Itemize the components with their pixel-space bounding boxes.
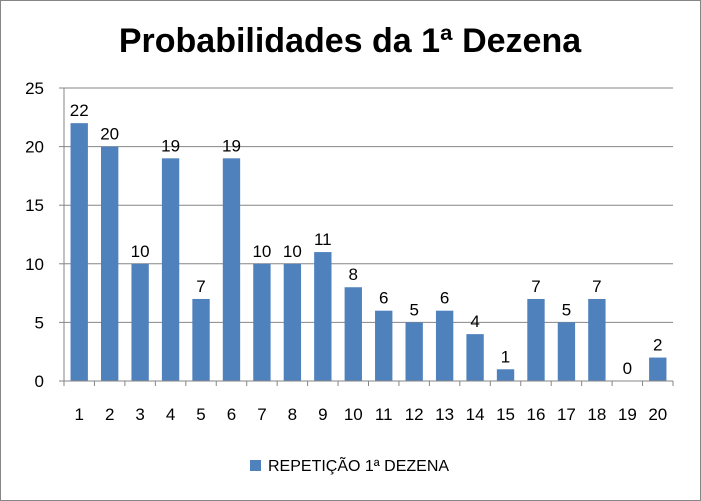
- data-label-16: 7: [531, 277, 540, 296]
- x-tick-label-17: 17: [557, 405, 576, 424]
- data-label-15: 1: [501, 347, 510, 366]
- data-label-20: 2: [653, 336, 662, 355]
- data-label-19: 0: [623, 359, 632, 378]
- data-label-7: 10: [252, 242, 271, 261]
- data-label-4: 19: [161, 136, 180, 155]
- data-label-14: 4: [470, 312, 479, 331]
- x-tick-label-13: 13: [435, 405, 454, 424]
- x-tick-label-11: 11: [375, 405, 393, 424]
- data-label-10: 8: [349, 265, 358, 284]
- data-label-2: 20: [100, 125, 119, 144]
- data-label-1: 22: [70, 101, 89, 120]
- y-tick-label: 0: [35, 372, 44, 391]
- x-tick-label-1: 1: [74, 405, 83, 424]
- bar-10: [344, 287, 362, 381]
- bar-7: [253, 263, 271, 381]
- bar-18: [588, 298, 606, 381]
- bar-8: [283, 263, 302, 381]
- x-tick-label-9: 9: [318, 405, 327, 424]
- x-tick-label-10: 10: [344, 405, 363, 424]
- bar-12: [405, 322, 423, 381]
- legend: REPETIÇÃO 1ª DEZENA: [250, 455, 449, 475]
- gridlines: [64, 87, 673, 382]
- y-axis: 0 5 10 15 20 25: [25, 79, 65, 391]
- x-tick-label-8: 8: [288, 405, 297, 424]
- legend-swatch: [250, 460, 261, 471]
- x-tick-label-4: 4: [166, 405, 175, 424]
- y-tick-label: 25: [25, 79, 44, 98]
- bar-20: [649, 357, 667, 381]
- x-tick-label-2: 2: [105, 405, 114, 424]
- bar-14: [466, 334, 484, 381]
- data-labels: 22 20 10 19 7 19 10 10 11 8 6 5 6 4 1 7 5 7 0 2: [70, 101, 663, 378]
- data-label-12: 5: [409, 300, 418, 319]
- x-tick-label-16: 16: [527, 405, 546, 424]
- bar-6: [222, 158, 241, 381]
- bar-13: [435, 310, 454, 381]
- data-label-8: 10: [283, 242, 302, 261]
- x-tick-label-7: 7: [257, 405, 266, 424]
- bar-2: [100, 146, 119, 381]
- x-tick-label-19: 19: [618, 405, 637, 424]
- data-label-5: 7: [196, 277, 205, 296]
- x-tick-label-3: 3: [135, 405, 144, 424]
- y-tick-label: 20: [25, 138, 44, 157]
- bar-15: [496, 369, 515, 381]
- bars: [70, 123, 667, 381]
- x-tick-label-15: 15: [496, 405, 515, 424]
- data-label-11: 6: [379, 289, 388, 308]
- y-tick-label: 15: [25, 196, 44, 215]
- chart-title: Probabilidades da 1ª Dezena: [119, 22, 582, 60]
- data-label-13: 6: [440, 289, 449, 308]
- bar-4: [161, 158, 180, 381]
- bar-3: [131, 263, 149, 381]
- bar-9: [314, 252, 332, 381]
- x-tick-label-6: 6: [227, 405, 236, 424]
- y-tick-label: 5: [35, 313, 44, 332]
- x-tick-label-18: 18: [587, 405, 606, 424]
- legend-label: REPETIÇÃO 1ª DEZENA: [268, 455, 449, 475]
- bar-16: [527, 298, 545, 381]
- bar-11: [375, 310, 393, 381]
- data-label-18: 7: [592, 277, 601, 296]
- bar-1: [70, 123, 88, 381]
- bar-17: [557, 322, 576, 381]
- bar-5: [192, 298, 210, 381]
- data-label-3: 10: [131, 242, 150, 261]
- data-label-6: 19: [222, 136, 241, 155]
- data-label-17: 5: [562, 300, 571, 319]
- x-tick-label-12: 12: [405, 405, 424, 424]
- y-tick-label: 10: [25, 255, 44, 274]
- x-tick-label-20: 20: [648, 405, 667, 424]
- x-tick-label-14: 14: [466, 405, 485, 424]
- x-tick-label-5: 5: [196, 405, 205, 424]
- data-label-9: 11: [314, 230, 332, 249]
- x-axis: 1 2 3 4 5 6 7 8 9 10 11 12 13 14 15 16 17 18 19 20: [63, 380, 674, 424]
